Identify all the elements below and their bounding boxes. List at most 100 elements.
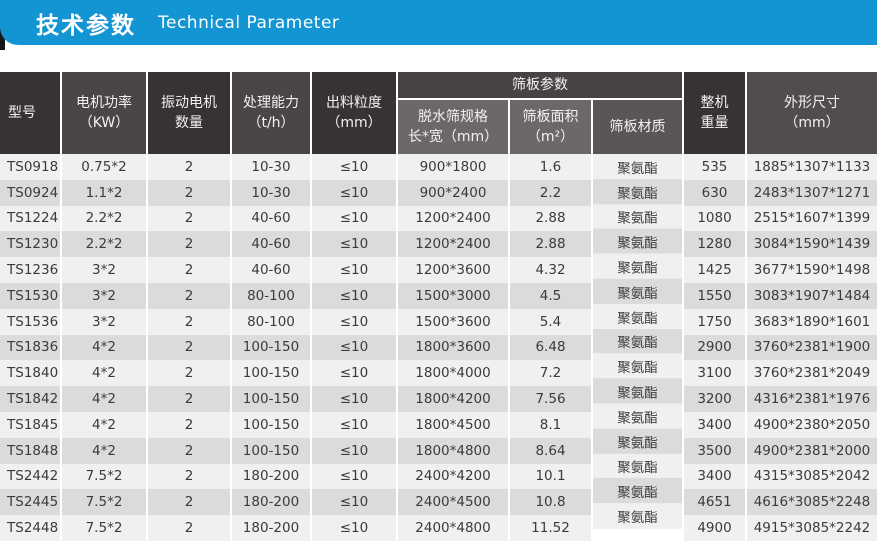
cell-capacity: 40-60: [232, 257, 310, 283]
cell-power: 3*2: [62, 257, 146, 283]
cell-spec: 1200*2400: [398, 231, 508, 258]
cell-model: TS2448: [0, 515, 60, 541]
col-header-model: 型号: [0, 72, 60, 154]
section-title-en: Technical Parameter: [158, 12, 340, 33]
cell-power: 7.5*2: [62, 463, 146, 490]
cell-power: 3*2: [62, 282, 146, 309]
cell-dims: 4616*3085*2248: [747, 489, 877, 516]
cell-motors: 2: [148, 257, 230, 283]
cell-power: 4*2: [62, 437, 146, 464]
table-row: TS1840 4*2 2 100-150 ≤10 1800*4000 7.2 聚氨酯 3100 3…: [0, 353, 877, 387]
cell-spec: 2400*4200: [398, 463, 508, 490]
cell-dims: 4915*3085*2242: [747, 515, 877, 541]
cell-spec: 1200*2400: [398, 205, 508, 232]
cell-motors: 2: [148, 308, 230, 335]
cell-granularity: ≤10: [312, 282, 396, 309]
cell-granularity: ≤10: [312, 308, 396, 335]
cell-power: 7.5*2: [62, 489, 146, 516]
cell-capacity: 10-30: [232, 179, 310, 206]
cell-motors: 2: [148, 437, 230, 464]
cell-power: 4*2: [62, 360, 146, 387]
cell-capacity: 100-150: [232, 360, 310, 387]
cell-capacity: 40-60: [232, 231, 310, 258]
cell-dims: 2483*1307*1271: [747, 179, 877, 206]
cell-motors: 2: [148, 334, 230, 361]
cell-capacity: 80-100: [232, 308, 310, 335]
cell-spec: 1800*4500: [398, 411, 508, 438]
cell-capacity: 100-150: [232, 334, 310, 361]
section-title-zh: 技术参数: [36, 12, 136, 39]
table-row: TS1836 4*2 2 100-150 ≤10 1800*3600 6.48 聚氨酯 2900…: [0, 328, 877, 361]
cell-weight: 4900: [684, 515, 745, 541]
cell-spec: 1800*4000: [398, 360, 508, 387]
table-row: TS2448 7.5*2 2 180-200 ≤10 2400*4800 11.52 聚氨酯 4…: [0, 503, 877, 541]
cell-dims: 3084*1590*1439: [747, 231, 877, 258]
cell-capacity: 40-60: [232, 205, 310, 232]
cell-motors: 2: [148, 463, 230, 490]
cell-weight: 3200: [684, 386, 745, 412]
cell-granularity: ≤10: [312, 231, 396, 258]
cell-granularity: ≤10: [312, 334, 396, 361]
cell-model: TS1845: [0, 411, 60, 438]
table-row: TS1848 4*2 2 100-150 ≤10 1800*4800 8.64 聚氨酯 3500…: [0, 428, 877, 464]
cell-capacity: 180-200: [232, 463, 310, 490]
cell-spec: 1800*3600: [398, 334, 508, 361]
cell-material: 聚氨酯: [593, 403, 682, 430]
cell-capacity: 180-200: [232, 489, 310, 516]
cell-weight: 3500: [684, 437, 745, 464]
cell-motors: 2: [148, 154, 230, 180]
cell-model: TS1530: [0, 282, 60, 309]
cell-material: 聚氨酯: [593, 453, 682, 480]
table-row: TS0924 1.1*2 2 10-30 ≤10 900*2400 2.2 聚氨酯 630 248…: [0, 178, 877, 206]
col-header-vibration-motor-qty: 振动电机 数量: [148, 72, 230, 154]
cell-area: 10.8: [510, 489, 591, 516]
cell-motors: 2: [148, 205, 230, 232]
cell-weight: 3100: [684, 360, 745, 387]
cell-granularity: ≤10: [312, 437, 396, 464]
cell-material: 聚氨酯: [593, 353, 682, 380]
cell-material: 聚氨酯: [593, 478, 682, 505]
cell-motors: 2: [148, 231, 230, 258]
cell-motors: 2: [148, 515, 230, 541]
cell-capacity: 100-150: [232, 437, 310, 464]
cell-material: 聚氨酯: [593, 328, 682, 355]
cell-spec: 2400*4800: [398, 515, 508, 541]
cell-granularity: ≤10: [312, 205, 396, 232]
cell-dims: 1885*1307*1133: [747, 154, 877, 180]
cell-area: 11.52: [510, 515, 591, 541]
cell-weight: 1280: [684, 231, 745, 258]
cell-weight: 3400: [684, 463, 745, 490]
col-header-screen-area: 筛板面积 （m²）: [510, 100, 591, 154]
table-body: TS0918 0.75*2 2 10-30 ≤10 900*1800 1.6 聚氨酯 535 18…: [0, 154, 877, 541]
cell-weight: 535: [684, 154, 745, 180]
col-header-machine-weight: 整机 重量: [684, 72, 745, 154]
cell-weight: 2900: [684, 334, 745, 361]
cell-dims: 2515*1607*1399: [747, 205, 877, 232]
col-header-capacity: 处理能力 （t/h）: [232, 72, 310, 154]
cell-granularity: ≤10: [312, 463, 396, 490]
cell-power: 2.2*2: [62, 205, 146, 232]
cell-motors: 2: [148, 179, 230, 206]
col-header-overall-dimensions: 外形尺寸 （mm）: [747, 72, 877, 154]
table-row: TS2445 7.5*2 2 180-200 ≤10 2400*4500 10.8 聚氨酯 46…: [0, 478, 877, 516]
cell-granularity: ≤10: [312, 360, 396, 387]
cell-area: 10.1: [510, 463, 591, 490]
cell-model: TS1536: [0, 308, 60, 335]
cell-model: TS1224: [0, 205, 60, 232]
cell-spec: 1500*3000: [398, 282, 508, 309]
cell-material: 聚氨酯: [593, 503, 682, 530]
cell-granularity: ≤10: [312, 257, 396, 283]
cell-area: 6.48: [510, 334, 591, 361]
cell-spec: 1800*4200: [398, 386, 508, 412]
cell-power: 4*2: [62, 334, 146, 361]
cell-material: 聚氨酯: [593, 203, 682, 230]
cell-dims: 3083*1907*1484: [747, 282, 877, 309]
cell-material: 聚氨酯: [593, 303, 682, 330]
cell-dims: 4900*2380*2050: [747, 411, 877, 438]
cell-granularity: ≤10: [312, 179, 396, 206]
cell-dims: 3677*1590*1498: [747, 257, 877, 283]
cell-power: 3*2: [62, 308, 146, 335]
cell-material: 聚氨酯: [593, 278, 682, 305]
cell-dims: 3760*2381*1900: [747, 334, 877, 361]
cell-model: TS1842: [0, 386, 60, 412]
